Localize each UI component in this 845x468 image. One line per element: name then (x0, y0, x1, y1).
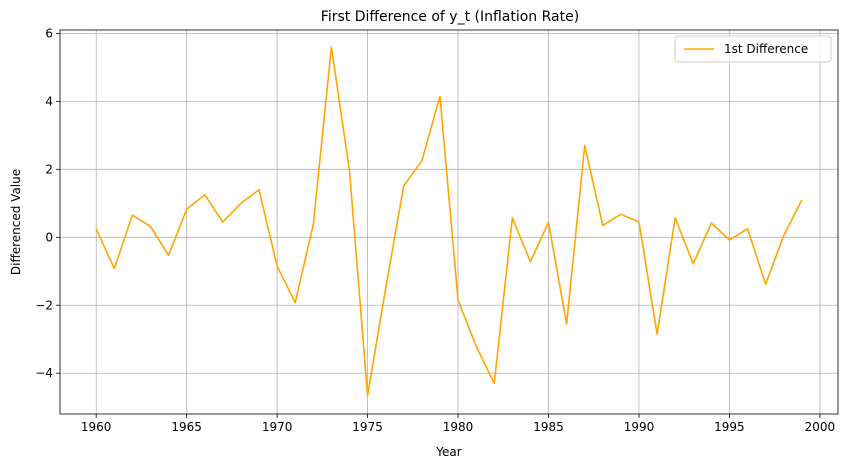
x-axis-label: Year (435, 445, 461, 459)
legend: 1st Difference (674, 35, 832, 63)
x-tick-label: 1985 (533, 420, 564, 434)
y-tick-label: −2 (35, 298, 53, 312)
y-tick-label: 4 (45, 94, 53, 108)
y-axis-label: Differenced Value (9, 169, 23, 275)
x-tick-label: 1960 (81, 420, 112, 434)
x-tick-label: 1980 (443, 420, 474, 434)
x-tick-label: 1990 (624, 420, 655, 434)
y-tick-label: 6 (45, 26, 53, 40)
series-line (95, 46, 803, 397)
chart-title: First Difference of y_t (Inflation Rate) (321, 9, 579, 25)
x-tick-label: 1970 (262, 420, 293, 434)
x-tick-label: 1995 (714, 420, 745, 434)
y-tick-label: 2 (45, 162, 53, 176)
y-tick-label: −4 (35, 366, 53, 380)
grid (60, 30, 838, 414)
plot-frame (59, 29, 839, 415)
x-tick-label: 2000 (805, 420, 836, 434)
legend-box (674, 35, 832, 63)
legend-label: 1st Difference (724, 42, 808, 56)
y-tick-label: 0 (45, 230, 53, 244)
series-layer (95, 46, 803, 397)
ticks: 1960 1965 1970 1975 1980 1985 1990 1995 2000 −4 −2… (35, 26, 835, 434)
x-tick-label: 1975 (352, 420, 383, 434)
x-tick-label: 1965 (171, 420, 202, 434)
